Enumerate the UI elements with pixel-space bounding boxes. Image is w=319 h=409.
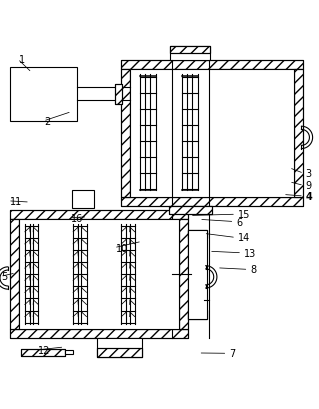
Bar (169, 206, 212, 214)
Text: 8: 8 (250, 265, 256, 275)
Text: 16: 16 (71, 213, 83, 223)
Text: 1: 1 (19, 55, 25, 65)
Text: 13: 13 (244, 248, 256, 258)
Text: 9: 9 (306, 181, 312, 191)
Text: 15: 15 (238, 210, 250, 220)
Text: 12: 12 (38, 345, 50, 355)
Bar (10, 211, 188, 220)
Bar (179, 220, 188, 329)
Bar (65, 351, 73, 354)
Text: 7: 7 (229, 348, 235, 358)
Bar (115, 84, 122, 105)
Text: 2: 2 (45, 117, 51, 127)
Bar (188, 230, 207, 239)
Bar (21, 348, 65, 356)
Bar (179, 220, 188, 329)
Text: 10: 10 (115, 243, 128, 253)
Bar (97, 348, 142, 357)
Text: 5: 5 (2, 272, 8, 282)
Bar (10, 220, 19, 329)
Bar (97, 338, 142, 357)
Bar (121, 61, 303, 70)
Bar (188, 230, 207, 319)
Bar (121, 197, 303, 206)
Bar (121, 197, 303, 206)
Bar (19, 220, 179, 329)
Bar (188, 310, 207, 319)
Text: 3: 3 (306, 169, 312, 179)
Bar (115, 84, 122, 105)
Bar (188, 230, 207, 239)
Bar (188, 310, 207, 319)
Bar (21, 348, 65, 356)
Bar (10, 211, 188, 220)
Bar (170, 47, 210, 61)
Bar (121, 61, 303, 70)
Bar (121, 70, 130, 197)
Bar (10, 67, 77, 122)
Bar (121, 70, 130, 197)
Bar (170, 47, 210, 54)
Bar (10, 329, 188, 338)
Text: 6: 6 (236, 217, 242, 227)
Bar (97, 348, 142, 357)
Bar (169, 206, 212, 214)
Bar (294, 70, 303, 197)
Bar (72, 191, 94, 208)
Bar (294, 70, 303, 197)
Text: 14: 14 (238, 233, 250, 243)
Bar (130, 70, 294, 197)
Text: 11: 11 (10, 196, 22, 206)
Bar (10, 329, 188, 338)
Bar (170, 47, 210, 54)
Bar (10, 220, 19, 329)
Text: 4: 4 (306, 191, 312, 202)
